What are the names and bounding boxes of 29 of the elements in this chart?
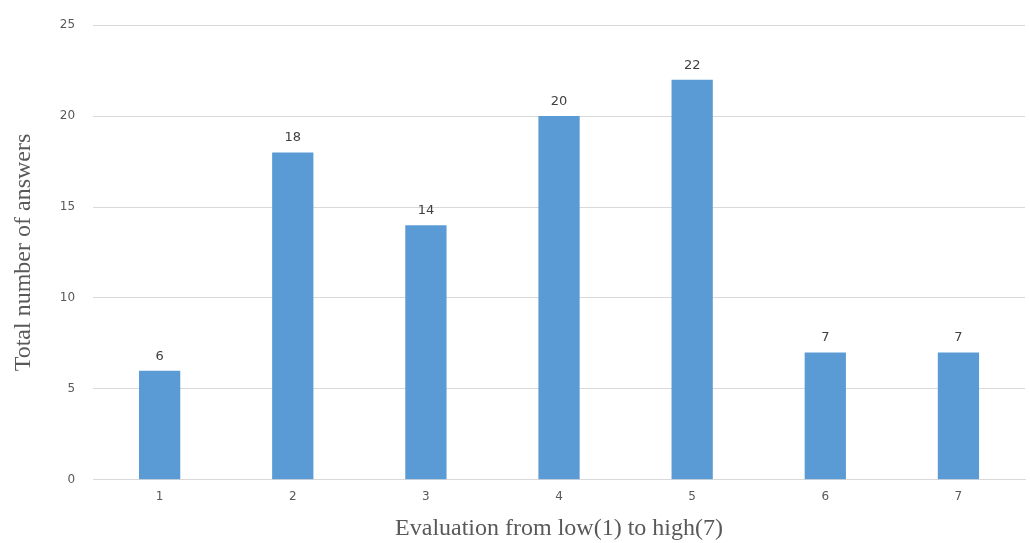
data-label: 7 <box>954 329 963 345</box>
x-tick-label: 2 <box>288 489 297 504</box>
bar <box>538 116 580 480</box>
y-tick-label: 5 <box>67 381 76 396</box>
y-axis-title: Total number of answers <box>8 133 35 372</box>
bar <box>139 370 181 480</box>
y-tick-label: 20 <box>59 108 76 123</box>
data-label: 7 <box>821 329 830 345</box>
x-tick-label: 4 <box>555 489 563 504</box>
y-tick-label: 10 <box>59 290 76 305</box>
bar <box>937 352 980 480</box>
data-label: 6 <box>155 347 164 363</box>
bar <box>804 352 846 480</box>
bar <box>272 152 314 480</box>
x-tick-label: 7 <box>954 489 963 504</box>
data-label: 22 <box>683 56 701 72</box>
x-axis-title: Evaluation from low(1) to high(7) <box>395 513 723 540</box>
x-tick-label: 5 <box>688 489 696 504</box>
bar <box>405 225 447 480</box>
x-tick-label: 3 <box>422 489 430 504</box>
x-tick-label: 6 <box>821 489 830 504</box>
data-label: 20 <box>550 93 568 108</box>
x-tick-label: 1 <box>155 489 164 504</box>
data-label: 18 <box>284 129 302 145</box>
y-tick-label: 15 <box>59 199 76 214</box>
data-label: 14 <box>417 202 435 218</box>
bar <box>671 79 713 480</box>
y-tick-label: 25 <box>59 17 76 32</box>
y-tick-label: 0 <box>67 471 76 486</box>
